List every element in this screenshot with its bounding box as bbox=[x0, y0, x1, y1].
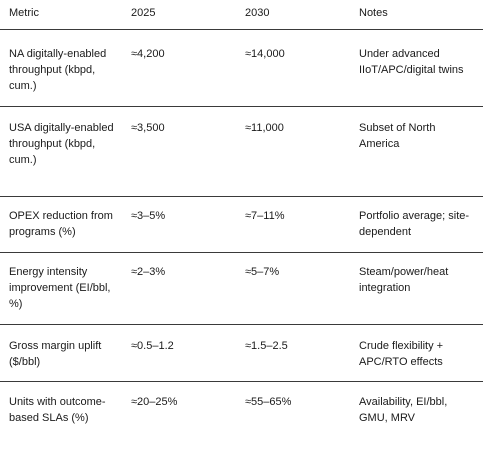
value-2030-cell: ≈7–11% bbox=[245, 210, 285, 222]
metric-cell: NA digitally-enabled throughput (kbpd, c… bbox=[9, 48, 107, 92]
metric-cell: USA digitally-enabled throughput (kbpd, … bbox=[9, 122, 114, 166]
header-notes: Notes bbox=[359, 7, 388, 19]
metric-cell: Gross margin uplift ($/bbl) bbox=[9, 340, 102, 368]
value-2025-cell: ≈0.5–1.2 bbox=[131, 340, 174, 352]
value-2025-cell: ≈3–5% bbox=[131, 210, 166, 222]
value-2030-cell: ≈1.5–2.5 bbox=[245, 340, 288, 352]
value-2025-cell: ≈4,200 bbox=[131, 48, 165, 60]
notes-cell: Under advanced IIoT/APC/digital twins bbox=[359, 48, 464, 76]
notes-cell: Portfolio average; site-dependent bbox=[359, 210, 470, 238]
value-2025-cell: ≈2–3% bbox=[131, 266, 166, 278]
value-2030-cell: ≈55–65% bbox=[245, 396, 292, 408]
header-metric: Metric bbox=[9, 7, 39, 19]
row-divider bbox=[0, 106, 483, 107]
metric-cell: Energy intensity improvement (EI/bbl, %) bbox=[9, 266, 111, 310]
metric-cell: Units with outcome-based SLAs (%) bbox=[9, 396, 106, 424]
header-divider bbox=[0, 29, 483, 30]
value-2025-cell: ≈3,500 bbox=[131, 122, 165, 134]
notes-cell: Crude flexibility + APC/RTO effects bbox=[359, 340, 444, 368]
row-divider bbox=[0, 196, 483, 197]
metric-cell: OPEX reduction from programs (%) bbox=[9, 210, 113, 238]
header-2030: 2030 bbox=[245, 7, 270, 19]
row-divider bbox=[0, 324, 483, 325]
value-2030-cell: ≈5–7% bbox=[245, 266, 280, 278]
notes-cell: Subset of North America bbox=[359, 122, 436, 150]
notes-cell: Steam/power/heat integration bbox=[359, 266, 449, 294]
notes-cell: Availability, EI/bbl, GMU, MRV bbox=[359, 396, 448, 424]
row-divider bbox=[0, 381, 483, 382]
value-2030-cell: ≈14,000 bbox=[245, 48, 285, 60]
row-divider bbox=[0, 252, 483, 253]
header-2025: 2025 bbox=[131, 7, 156, 19]
value-2030-cell: ≈11,000 bbox=[245, 122, 284, 134]
value-2025-cell: ≈20–25% bbox=[131, 396, 178, 408]
